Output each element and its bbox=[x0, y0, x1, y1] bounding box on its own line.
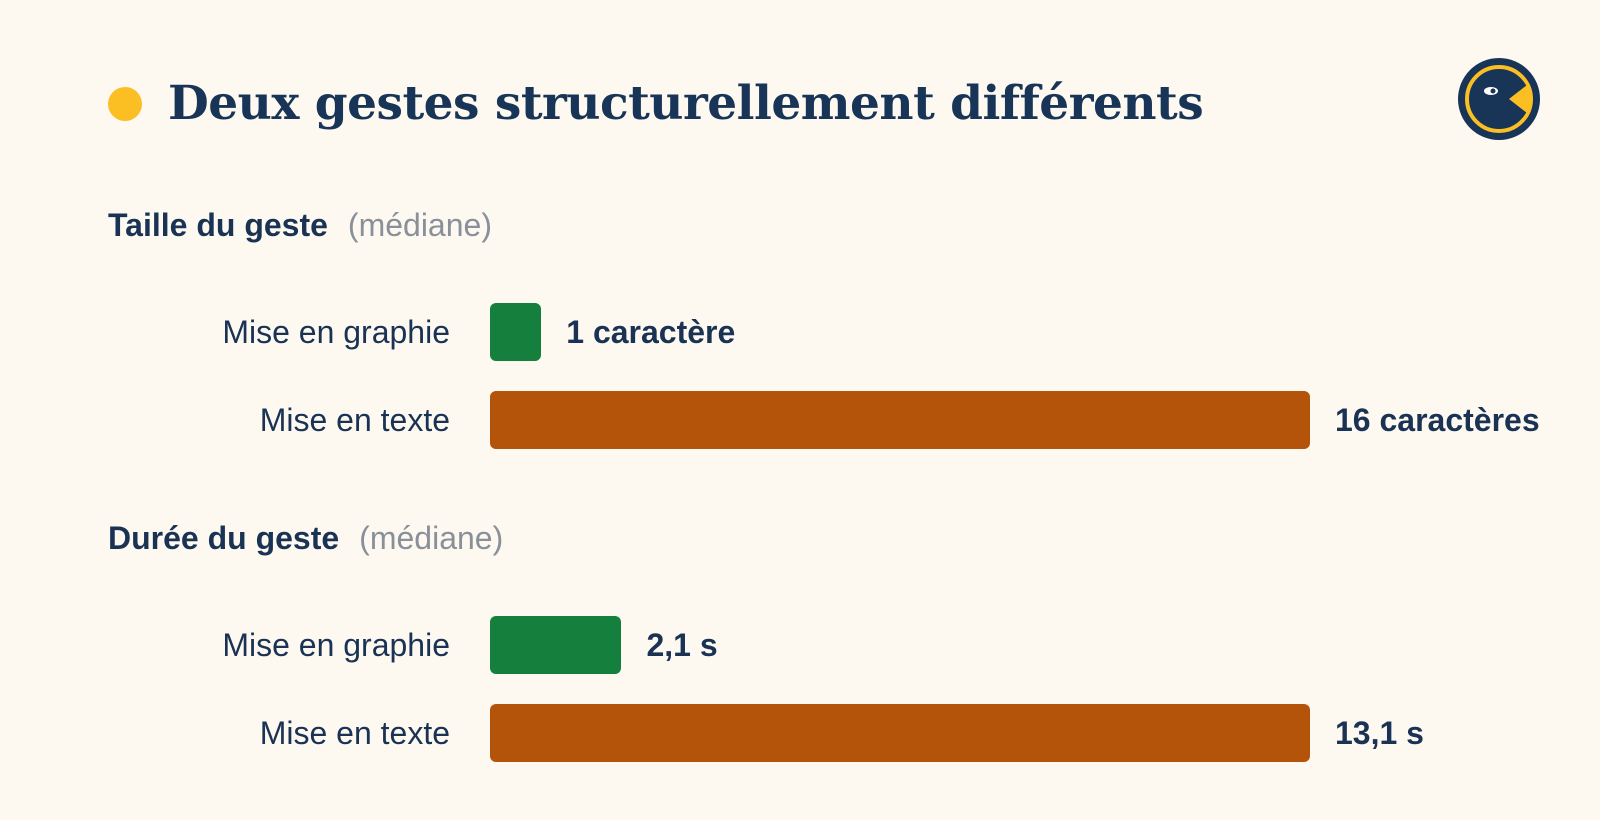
category-label: Mise en graphie bbox=[222, 627, 450, 663]
title-bullet-dot bbox=[108, 87, 142, 121]
chart-2-subtitle: (médiane) bbox=[359, 520, 504, 556]
value-label: 1 caractère bbox=[566, 314, 736, 350]
chart-2-heading: Durée du geste (médiane) bbox=[108, 518, 503, 558]
bar-mise-en-texte bbox=[490, 391, 1310, 449]
value-label: 16 caractères bbox=[1335, 402, 1540, 438]
bar-mise-en-graphie bbox=[490, 616, 622, 674]
page-title: Deux gestes structurellement différents bbox=[168, 76, 1204, 131]
value-label: 2,1 s bbox=[646, 627, 718, 663]
category-label: Mise en texte bbox=[259, 715, 450, 751]
chart-1-heading: Taille du geste (médiane) bbox=[108, 205, 492, 245]
bar-mise-en-texte bbox=[490, 704, 1310, 762]
category-label: Mise en texte bbox=[259, 402, 450, 438]
chart-1-subtitle: (médiane) bbox=[347, 207, 492, 243]
value-label: 13,1 s bbox=[1335, 715, 1424, 751]
pacman-bird-logo-icon bbox=[1458, 58, 1540, 140]
chart-2-title: Durée du geste bbox=[108, 520, 340, 556]
bar-mise-en-graphie bbox=[490, 303, 542, 361]
chart-1-title: Taille du geste bbox=[108, 207, 328, 243]
category-label: Mise en graphie bbox=[222, 314, 450, 350]
